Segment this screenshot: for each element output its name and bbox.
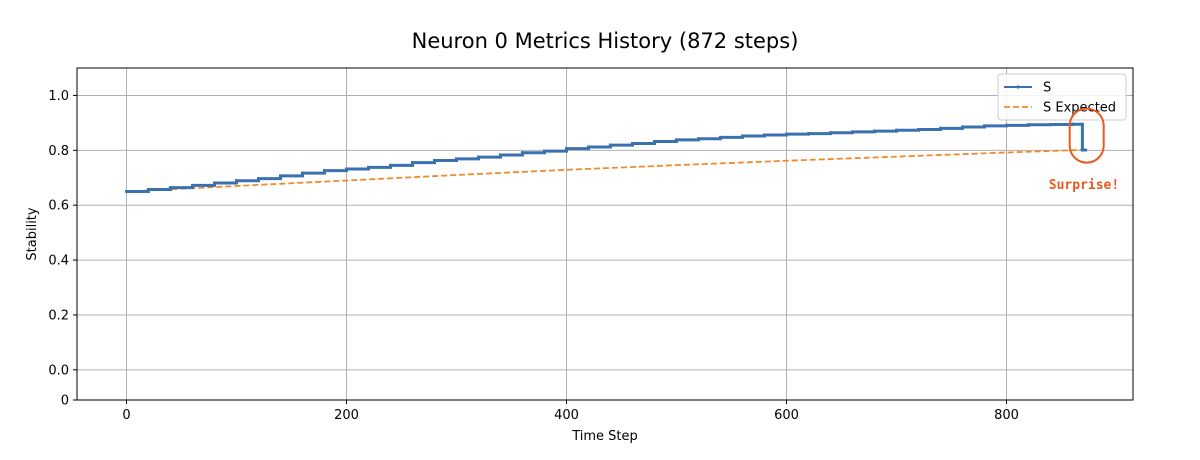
series-point-s: [652, 139, 657, 144]
annotation-circle: [1068, 107, 1105, 164]
series-point-s: [828, 131, 833, 135]
series-point-s: [586, 145, 591, 149]
series-point-s: [872, 129, 877, 133]
y-tick-label: 0.2: [48, 308, 69, 323]
x-tick-label: 200: [334, 408, 359, 423]
series-point-s: [1070, 122, 1075, 126]
series-point-s: [1079, 122, 1083, 126]
series-point-s: [1048, 122, 1053, 127]
series-point-s: [1004, 123, 1009, 127]
legend: S S Expected: [997, 73, 1127, 121]
y-axis-label: Stability: [25, 207, 40, 261]
series-point-s: [916, 127, 921, 132]
series-point-s: [960, 125, 965, 129]
x-tick-label: 800: [994, 408, 1019, 423]
series-point-s: [740, 134, 745, 138]
series-point-s: [476, 155, 481, 159]
series-point-s: [124, 189, 129, 194]
series-point-s: [212, 181, 217, 185]
y-tick-label: 1.0: [48, 89, 69, 104]
series-point-s: [938, 126, 943, 130]
series-point-s: [542, 149, 547, 153]
tick-layer: 0 200 400 600 800 1.0 0.8 0.6 0.4 0.2 0.0 0: [48, 89, 1019, 423]
annotation-text: Surprise!: [1049, 178, 1119, 193]
x-tick-label: 600: [774, 408, 799, 423]
series-point-s: [454, 157, 459, 161]
series-point-s: [366, 165, 371, 169]
series-point-s: [1084, 148, 1088, 152]
series-point-s: [146, 187, 151, 192]
series-layer: [124, 122, 1088, 194]
y-tick-label: 0.6: [48, 199, 69, 214]
series-point-s: [410, 161, 415, 165]
y-tick-label: 0: [61, 394, 69, 409]
series-point-s: [564, 147, 569, 151]
plot-frame: [76, 67, 1134, 401]
series-point-s: [234, 179, 239, 183]
series-line-s: [126, 122, 1086, 193]
grid: [77, 68, 1133, 400]
series-point-s: [190, 183, 195, 188]
x-tick-label: 400: [554, 408, 579, 423]
series-point-s: [300, 171, 305, 175]
y-tick-label: 0.8: [48, 144, 69, 159]
series-point-s: [256, 176, 261, 181]
series-point-s: [520, 151, 525, 155]
series-point-s: [982, 124, 987, 128]
series-point-s: [674, 138, 679, 142]
series-line-s-expected: [126, 148, 1086, 193]
x-tick-label: 0: [122, 408, 130, 423]
legend-label-s: S: [1043, 81, 1051, 96]
series-point-s: [168, 186, 173, 190]
series-point-s: [278, 174, 283, 178]
series-point-s: [762, 133, 767, 137]
y-tick-label: 0.0: [48, 363, 69, 378]
series-point-s: [894, 128, 899, 132]
legend-label-s-expected: S Expected: [1043, 101, 1116, 116]
series-point-s: [388, 163, 393, 168]
y-tick-label: 0.4: [48, 254, 69, 269]
series-point-s: [322, 169, 327, 173]
series-point-s: [696, 137, 701, 141]
series-point-s: [806, 131, 811, 136]
series-point-s: [608, 143, 613, 147]
series-point-s: [1080, 148, 1084, 152]
series-point-s: [344, 167, 349, 171]
series-point-s: [498, 153, 503, 157]
series-point-s: [784, 132, 789, 136]
series-point-s: [850, 130, 855, 134]
legend-marker-s: [1016, 85, 1020, 89]
x-axis-label: Time Step: [571, 429, 638, 444]
chart-title: Neuron 0 Metrics History (872 steps): [412, 29, 799, 53]
series-point-s: [1026, 123, 1031, 127]
legend-box: [997, 73, 1127, 121]
series-point-s: [630, 141, 635, 146]
series-point-s: [718, 135, 723, 140]
annotation: Surprise!: [1049, 107, 1119, 193]
series-point-s: [432, 158, 437, 163]
